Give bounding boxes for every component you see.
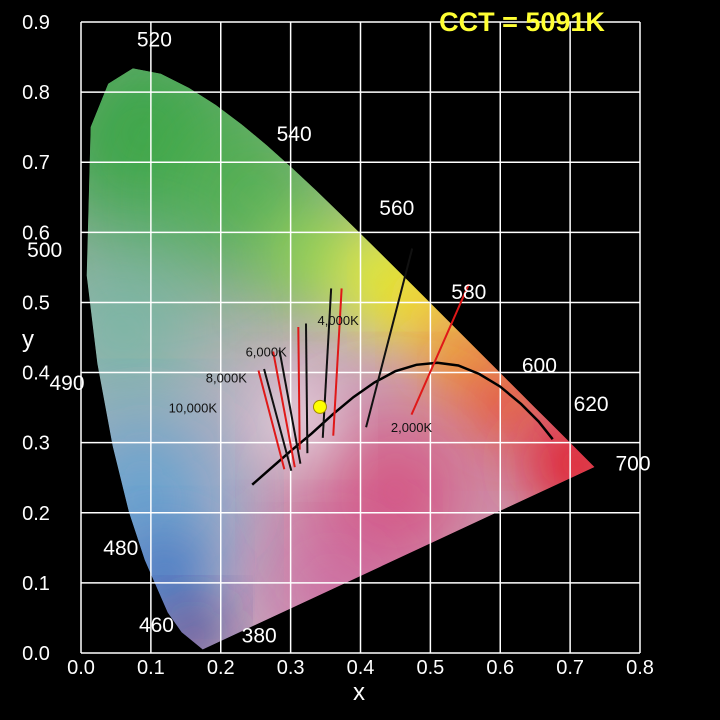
isotherm-line <box>297 326 301 450</box>
isotherm-line <box>278 349 302 464</box>
x-tick-label: 0.0 <box>67 657 95 679</box>
grid-lines <box>80 21 641 654</box>
y-tick-label: 0.5 <box>22 292 50 314</box>
isotherm-line <box>365 248 414 428</box>
isotherm-label: 6,000K <box>246 345 288 360</box>
x-tick-label: 0.4 <box>347 657 375 679</box>
x-tick-label: 0.6 <box>486 657 514 679</box>
x-axis-label: x <box>353 679 365 706</box>
wavelength-label: 460 <box>139 614 174 637</box>
wavelength-label: 620 <box>574 393 609 416</box>
y-tick-label: 0.6 <box>22 222 50 244</box>
isotherm-line <box>332 288 343 436</box>
wavelength-label: 490 <box>50 372 85 395</box>
y-tick-label: 0.7 <box>22 152 50 174</box>
y-tick-label: 0.3 <box>22 433 50 455</box>
x-tick-label: 0.8 <box>626 657 654 679</box>
wavelength-label: 500 <box>27 239 62 262</box>
wavelength-label: 560 <box>379 197 414 220</box>
x-tick-label: 0.2 <box>207 657 235 679</box>
y-tick-label: 0.9 <box>22 12 50 34</box>
cct-title: CCT = 5091K <box>439 7 605 37</box>
y-tick-label: 0.4 <box>22 363 50 385</box>
wavelength-label: 480 <box>103 537 138 560</box>
isotherm-line <box>304 323 309 454</box>
wavelength-label: 580 <box>451 281 486 304</box>
isotherm-line <box>410 283 470 416</box>
measured-point <box>312 399 327 414</box>
gamut-blend <box>162 605 223 650</box>
isotherm-line <box>321 288 333 438</box>
x-tick-label: 0.7 <box>556 657 584 679</box>
y-tick-label: 0.2 <box>22 503 50 525</box>
wavelength-label: 600 <box>522 355 557 378</box>
isotherm-label: 4,000K <box>318 313 360 328</box>
isotherm-label: 10,000K <box>169 401 218 416</box>
isotherm-line <box>263 368 293 471</box>
isotherm-lines <box>257 248 470 471</box>
y-axis-label: y <box>22 326 34 353</box>
chart-labels: 380 460 480 490 500 520 540 560 580 600 620 700 10,0… <box>27 29 650 648</box>
isotherm-label: 2,000K <box>391 420 433 435</box>
gamut-blend <box>86 250 203 411</box>
y-tick-label: 0.8 <box>22 82 50 104</box>
axis-ticks: 0.0 0.1 0.2 0.3 0.4 0.5 0.6 0.7 0.8 0.0 0.1 0.2 0.3 0… <box>22 12 654 679</box>
x-tick-label: 0.3 <box>277 657 305 679</box>
x-tick-label: 0.5 <box>416 657 444 679</box>
isotherm-line <box>272 351 296 468</box>
wavelength-label: 520 <box>137 29 172 52</box>
gamut-blend <box>315 411 476 572</box>
planckian-locus-group <box>251 361 554 486</box>
isotherm-label: 8,000K <box>206 370 248 385</box>
isotherm-line <box>257 370 286 470</box>
y-tick-label: 0.0 <box>22 643 50 665</box>
wavelength-label: 700 <box>615 453 650 476</box>
y-tick-label: 0.1 <box>22 573 50 595</box>
x-tick-label: 0.1 <box>137 657 165 679</box>
wavelength-label: 380 <box>242 624 277 647</box>
wavelength-label: 540 <box>277 123 312 146</box>
planckian-locus <box>251 361 554 486</box>
